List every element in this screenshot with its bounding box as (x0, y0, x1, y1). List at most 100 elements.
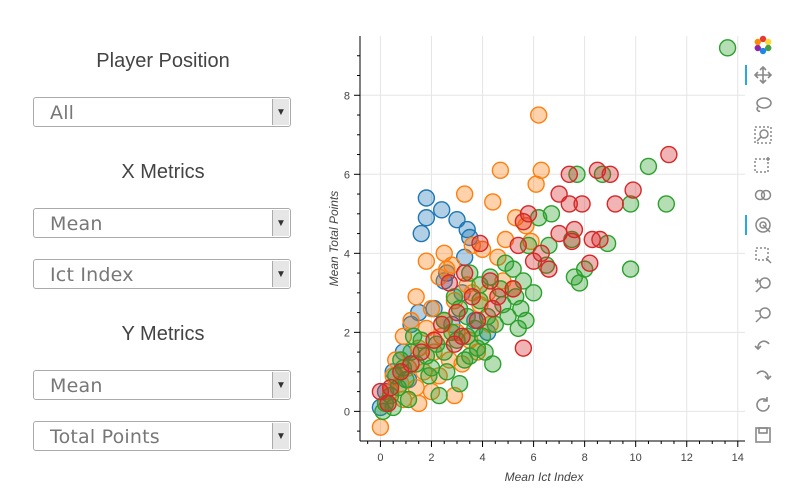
data-point[interactable] (468, 311, 487, 330)
data-point[interactable] (402, 311, 420, 330)
data-point[interactable] (601, 165, 619, 183)
player-position-select[interactable]: All ▼ (33, 97, 291, 127)
y-stat-select[interactable]: Mean ▼ (33, 370, 291, 400)
undo-icon[interactable] (751, 333, 775, 357)
data-point[interactable] (542, 205, 561, 223)
data-point[interactable] (412, 343, 430, 361)
data-point[interactable] (430, 386, 448, 405)
data-point[interactable] (432, 315, 451, 334)
data-point[interactable] (410, 394, 428, 413)
player-position-value: All (50, 102, 75, 124)
data-point[interactable] (463, 288, 482, 306)
pan-icon[interactable] (745, 63, 775, 87)
data-point[interactable] (417, 252, 436, 270)
y-stat-value: Mean (50, 375, 103, 397)
data-point[interactable] (588, 161, 607, 180)
x-axis-label: Mean Ict Index (505, 470, 585, 484)
data-point[interactable] (422, 299, 441, 318)
x-metric-select[interactable]: Ict Index ▼ (33, 259, 291, 289)
data-point[interactable] (371, 418, 390, 436)
data-point[interactable] (718, 39, 737, 57)
x-tick-label: 2 (428, 452, 434, 464)
y-metrics-heading: Y Metrics (121, 323, 205, 345)
data-point[interactable] (660, 145, 678, 164)
plot-toolbar (745, 30, 777, 450)
data-point[interactable] (484, 355, 502, 373)
data-point[interactable] (481, 272, 499, 290)
wheel-zoom-icon[interactable] (751, 183, 775, 207)
zoom-in-icon[interactable] (751, 273, 775, 297)
data-point[interactable] (527, 175, 545, 193)
redo-icon[interactable] (751, 363, 775, 387)
data-point[interactable] (417, 189, 436, 207)
data-point[interactable] (591, 230, 609, 249)
data-point[interactable] (453, 327, 471, 345)
data-point[interactable] (432, 201, 451, 219)
reset-icon[interactable] (751, 393, 775, 417)
y-metric-value: Total Points (50, 426, 160, 448)
box-zoom-icon[interactable] (751, 123, 775, 147)
x-tick-label: 8 (582, 452, 588, 464)
data-point[interactable] (581, 254, 599, 272)
zoom-out-icon[interactable] (751, 303, 775, 327)
data-point[interactable] (621, 260, 640, 278)
data-point[interactable] (455, 351, 474, 369)
data-point[interactable] (573, 195, 591, 213)
data-point[interactable] (496, 254, 515, 272)
data-point[interactable] (540, 260, 558, 278)
data-point[interactable] (473, 327, 492, 345)
y-metric-select[interactable]: Total Points ▼ (33, 421, 291, 451)
scatter-plot[interactable]: 0 2 4 6 8 10 12 14 0 2 4 6 8 Mean Ict Index Mean Total… (0, 0, 745, 499)
data-point[interactable] (639, 157, 658, 176)
data-point[interactable] (440, 274, 459, 292)
tap-icon[interactable] (745, 213, 775, 237)
data-point[interactable] (392, 363, 410, 381)
data-point[interactable] (560, 165, 579, 183)
data-point[interactable] (407, 288, 425, 306)
crosshair-icon[interactable] (751, 243, 775, 267)
data-point[interactable] (484, 299, 502, 318)
data-point[interactable] (379, 394, 397, 413)
data-point[interactable] (412, 224, 430, 243)
data-point[interactable] (399, 390, 418, 409)
save-icon[interactable] (751, 423, 775, 447)
y-tick-label: 0 (344, 406, 350, 418)
data-point[interactable] (563, 232, 581, 251)
data-point[interactable] (560, 195, 579, 213)
lasso-select-icon[interactable] (751, 93, 775, 117)
data-point[interactable] (455, 185, 474, 203)
x-tick-label: 14 (732, 452, 744, 464)
box-select-icon[interactable] (751, 153, 775, 177)
data-point[interactable] (455, 264, 474, 282)
data-point[interactable] (606, 195, 624, 213)
data-point[interactable] (392, 351, 410, 369)
data-point[interactable] (624, 181, 642, 199)
player-position-heading: Player Position (96, 50, 230, 72)
x-stat-select[interactable]: Mean ▼ (33, 208, 291, 238)
bokeh-logo-icon[interactable] (751, 33, 775, 57)
data-point[interactable] (524, 252, 543, 270)
data-point[interactable] (524, 284, 543, 302)
data-point[interactable] (657, 195, 676, 213)
data-point[interactable] (550, 224, 568, 243)
data-point[interactable] (514, 213, 533, 231)
data-point[interactable] (512, 299, 530, 318)
data-point[interactable] (509, 236, 527, 255)
x-tick-label: 6 (531, 452, 537, 464)
data-point[interactable] (529, 106, 548, 124)
data-point[interactable] (484, 193, 502, 211)
data-point[interactable] (417, 209, 436, 227)
data-point[interactable] (448, 303, 466, 322)
data-point[interactable] (471, 234, 489, 253)
data-point[interactable] (438, 260, 456, 278)
data-point[interactable] (514, 339, 533, 357)
data-point[interactable] (491, 161, 510, 180)
y-tick-label: 2 (344, 327, 350, 339)
data-point[interactable] (420, 367, 438, 385)
data-point[interactable] (404, 327, 423, 345)
data-point[interactable] (450, 375, 469, 393)
data-point[interactable] (504, 280, 522, 298)
data-point[interactable] (461, 264, 479, 282)
data-point[interactable] (438, 363, 456, 381)
data-point[interactable] (425, 331, 443, 349)
